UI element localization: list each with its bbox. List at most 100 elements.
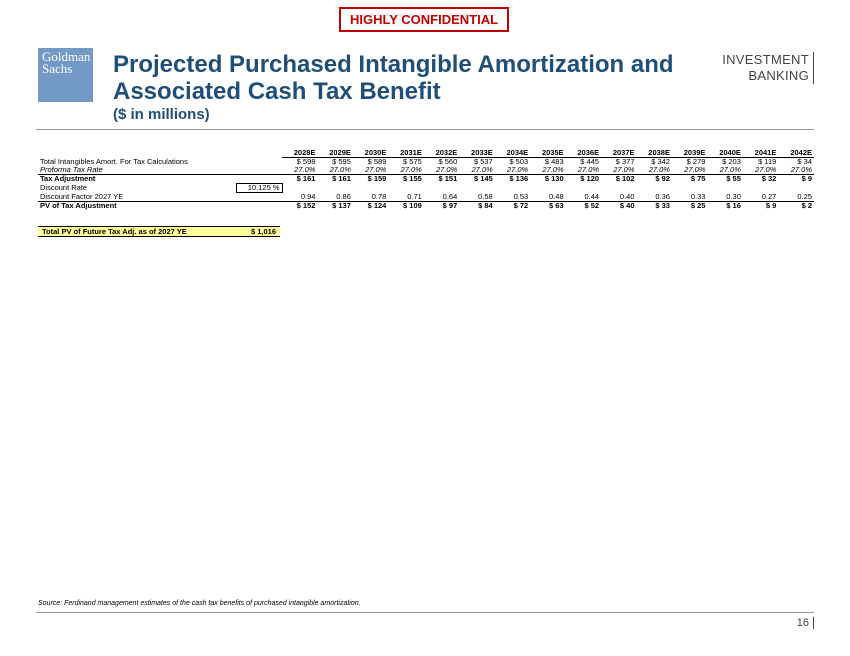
year-header: 2041E xyxy=(742,149,779,158)
table-cell: 0.40 xyxy=(619,191,635,201)
amortization-table: 2028E 2029E 2030E 2031E 2032E 2033E 2034E 2035E… xyxy=(38,149,814,210)
total-pv-box: Total PV of Future Tax Adj. as of 2027 Y… xyxy=(38,226,280,237)
table-cell: $ 155 xyxy=(388,174,424,184)
table-cell: $ 52 xyxy=(565,201,602,210)
table-cell: $ 342 xyxy=(651,157,670,166)
year-header: 2029E xyxy=(317,149,353,158)
logo-line-2: Sachs xyxy=(42,61,73,76)
table-cell: 0.25 xyxy=(797,191,812,201)
row-label: Total Intangibles Amort. For Tax Calcula… xyxy=(40,156,188,166)
table-cell: 27.0% xyxy=(577,165,600,174)
table-cell: 0.33 xyxy=(690,191,706,201)
table-cell: $ 33 xyxy=(636,201,672,210)
goldman-sachs-logo: Goldman Sachs xyxy=(38,48,93,102)
year-header: 2038E xyxy=(636,149,672,158)
table-cell: $ 445 xyxy=(580,157,600,166)
year-header: 2028E xyxy=(282,149,318,158)
ib-line-1: INVESTMENT xyxy=(722,52,809,67)
spacer-cell xyxy=(236,193,282,202)
year-header: 2034E xyxy=(494,149,531,158)
row-label: Discount Factor 2027 YE xyxy=(40,191,124,201)
table-cell: $ 34 xyxy=(797,157,812,166)
table-row: Discount Rate 10.125 % xyxy=(38,183,814,193)
spacer-cell xyxy=(236,174,282,184)
table-cell: $ 55 xyxy=(707,174,743,184)
table-cell: $ 63 xyxy=(530,201,566,210)
table-cell: 27.0% xyxy=(648,165,670,174)
table-cell: $ 145 xyxy=(459,174,495,184)
page-number: 16 xyxy=(797,617,814,629)
table-cell: $ 9 xyxy=(778,174,814,184)
table-cell: 27.0% xyxy=(294,165,316,174)
year-header: 2032E xyxy=(423,149,460,158)
total-pv-value: $ 1,016 xyxy=(250,227,276,236)
table-row: PV of Tax Adjustment $ 152 $ 137 $ 124 $ 109… xyxy=(38,201,814,210)
table-cell: $ 503 xyxy=(509,157,529,166)
table-cell: $ 152 xyxy=(282,201,318,210)
table-cell: $ 137 xyxy=(317,201,353,210)
table-cell: 0.44 xyxy=(584,191,600,201)
year-header: 2040E xyxy=(707,149,743,158)
table-cell: $ 75 xyxy=(671,174,708,184)
table-cell: $ 575 xyxy=(403,157,422,166)
table-cell: $ 595 xyxy=(332,157,351,166)
table-cell: $ 537 xyxy=(473,157,493,166)
spacer-cell xyxy=(236,201,282,210)
table-row: Discount Factor 2027 YE 0.94 0.86 0.78 0.71 0… xyxy=(38,191,814,202)
table-cell: 0.64 xyxy=(442,191,458,201)
table-cell: 0.36 xyxy=(655,191,670,201)
table-cell: 0.78 xyxy=(371,191,387,201)
table-cell: 0.27 xyxy=(761,191,777,201)
year-header-row: 2028E 2029E 2030E 2031E 2032E 2033E 2034E 2035E… xyxy=(38,149,814,158)
table-cell: 27.0% xyxy=(542,165,564,174)
table-cell: $ 32 xyxy=(742,174,779,184)
row-label: PV of Tax Adjustment xyxy=(38,201,236,210)
table-row: Proforma Tax Rate 27.0% 27.0% 27.0% 27.0% 27.… xyxy=(38,166,814,175)
title-line-2: Associated Cash Tax Benefit xyxy=(113,78,441,105)
table-cell: 0.30 xyxy=(726,191,741,201)
table-cell: $ 102 xyxy=(601,174,637,184)
table-cell: $ 161 xyxy=(317,174,353,184)
year-header: 2037E xyxy=(601,149,637,158)
table-cell: $ 84 xyxy=(459,201,495,210)
year-header: 2035E xyxy=(530,149,566,158)
table-cell: $ 151 xyxy=(423,174,460,184)
table-cell: 0.48 xyxy=(549,191,564,201)
table-row: Tax Adjustment $ 161 $ 161 $ 159 $ 155 $ 151 $… xyxy=(38,174,814,184)
header-divider xyxy=(36,129,814,130)
title-line-1: Projected Purchased Intangible Amortizat… xyxy=(113,51,674,78)
highly-confidential-banner: HIGHLY CONFIDENTIAL xyxy=(339,7,509,32)
table-cell: $ 598 xyxy=(296,157,316,166)
table-cell: 0.94 xyxy=(300,191,316,201)
table-cell: $ 161 xyxy=(282,174,318,184)
ib-line-2: BANKING xyxy=(748,68,809,83)
table-cell: 27.0% xyxy=(613,165,635,174)
table-cell: $ 159 xyxy=(352,174,389,184)
total-pv-label: Total PV of Future Tax Adj. as of 2027 Y… xyxy=(42,227,187,236)
table-cell: 27.0% xyxy=(471,165,493,174)
table-cell: $ 120 xyxy=(565,174,602,184)
table-cell: $ 589 xyxy=(367,157,387,166)
table-cell: 27.0% xyxy=(719,165,741,174)
table-row: Total Intangibles Amort. For Tax Calcula… xyxy=(38,156,814,167)
table-cell: 27.0% xyxy=(755,165,777,174)
table-cell: $ 119 xyxy=(758,157,777,166)
table-cell: 27.0% xyxy=(435,165,458,174)
table-cell: 27.0% xyxy=(365,165,387,174)
table-cell: 27.0% xyxy=(684,165,706,174)
page-subtitle: ($ in millions) xyxy=(113,106,210,123)
table-cell: $ 124 xyxy=(352,201,389,210)
table-cell: $ 97 xyxy=(423,201,460,210)
table-cell: $ 9 xyxy=(742,201,779,210)
investment-banking-label: INVESTMENT BANKING xyxy=(722,52,814,84)
table-cell: 27.0% xyxy=(790,165,812,174)
year-header: 2042E xyxy=(778,149,814,158)
year-header: 2039E xyxy=(671,149,708,158)
table-cell: $ 16 xyxy=(707,201,743,210)
table-cell: $ 92 xyxy=(636,174,672,184)
table-cell: $ 203 xyxy=(722,157,741,166)
footer-divider xyxy=(36,612,814,613)
table-cell: $ 25 xyxy=(671,201,708,210)
table-cell: $ 377 xyxy=(615,157,635,166)
spacer-cell xyxy=(236,166,282,175)
